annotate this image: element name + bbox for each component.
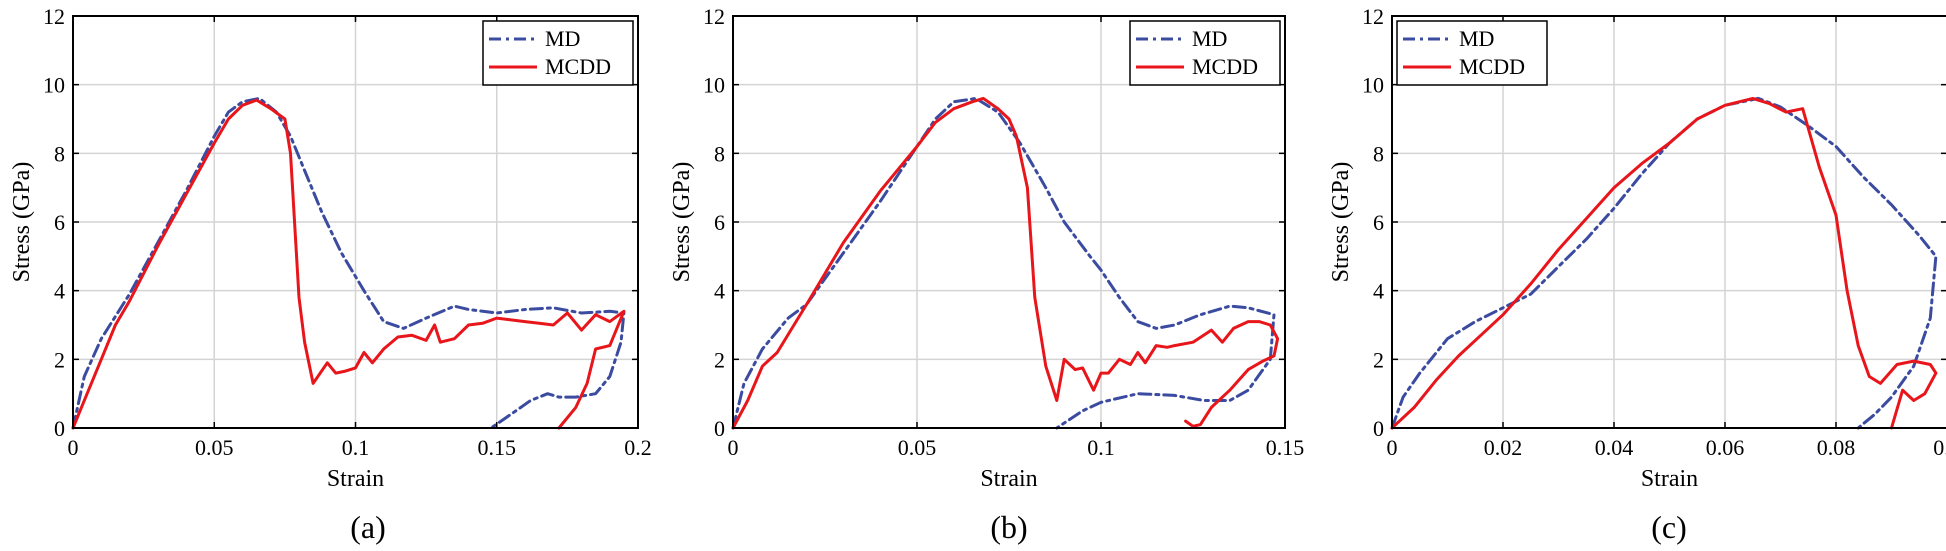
y-tick-label: 12 bbox=[703, 4, 725, 29]
y-tick-label: 10 bbox=[43, 73, 65, 98]
legend-label-mcdd: MCDD bbox=[1192, 54, 1258, 79]
series-line-mcdd bbox=[71, 98, 626, 430]
y-axis-label: Stress (GPa) bbox=[669, 162, 695, 283]
axes-frame bbox=[1391, 15, 1946, 429]
x-tick-label: 0 bbox=[68, 435, 79, 460]
y-axis-label: Stress (GPa) bbox=[1328, 162, 1354, 283]
y-tick-label: 2 bbox=[1373, 347, 1384, 372]
x-tick-label: 0.08 bbox=[1817, 435, 1856, 460]
legend-label-md: MD bbox=[1459, 26, 1494, 51]
y-tick-label: 2 bbox=[54, 347, 65, 372]
x-tick-label: 0.05 bbox=[898, 435, 937, 460]
legend: MD MCDD bbox=[1129, 20, 1281, 86]
legend: MD MCDD bbox=[482, 20, 634, 86]
legend-box bbox=[482, 20, 634, 86]
axes-frame bbox=[732, 15, 1286, 429]
legend-box bbox=[1396, 20, 1548, 86]
y-axis-label: Stress (GPa) bbox=[9, 162, 35, 283]
chart-panel-3: 0 0.02 0.04 0.06 0.08 0.1 0 2 4 6 8 10 12 Strain Stres… bbox=[1328, 4, 1946, 545]
x-tick-label: 0.1 bbox=[342, 435, 370, 460]
legend-label-md: MD bbox=[1192, 26, 1227, 51]
series-line-md bbox=[71, 96, 626, 430]
x-tick-label: 0.15 bbox=[478, 435, 517, 460]
y-tick-label: 8 bbox=[1373, 141, 1384, 166]
legend-label-mcdd: MCDD bbox=[545, 54, 611, 79]
axes-frame bbox=[72, 15, 639, 429]
x-tick-label: 0.1 bbox=[1933, 435, 1946, 460]
x-tick-label: 0.02 bbox=[1484, 435, 1523, 460]
y-tick-label: 6 bbox=[54, 210, 65, 235]
x-tick-label: 0.04 bbox=[1595, 435, 1634, 460]
panel-label: (c) bbox=[1651, 509, 1687, 545]
x-tick-label: 0.2 bbox=[624, 435, 652, 460]
series-line-mcdd bbox=[1390, 96, 1938, 430]
legend-box bbox=[1129, 20, 1281, 86]
y-tick-label: 0 bbox=[1373, 416, 1384, 441]
y-tick-label: 0 bbox=[54, 416, 65, 441]
x-axis-label: Strain bbox=[1641, 466, 1698, 492]
y-tick-label: 6 bbox=[1373, 210, 1384, 235]
y-tick-label: 8 bbox=[714, 141, 725, 166]
y-tick-label: 12 bbox=[43, 4, 65, 29]
y-tick-label: 4 bbox=[54, 279, 65, 304]
y-tick-label: 10 bbox=[703, 73, 725, 98]
x-tick-label: 0 bbox=[728, 435, 739, 460]
x-tick-label: 0.1 bbox=[1087, 435, 1115, 460]
x-tick-label: 0.06 bbox=[1706, 435, 1745, 460]
x-axis-label: Strain bbox=[327, 466, 384, 492]
chart-panel-2: 0 0.05 0.1 0.15 0 2 4 6 8 10 12 Strain Stress (GPa) (… bbox=[669, 4, 1304, 545]
chart-panel-1: 0 0.05 0.1 0.15 0.2 0 2 4 6 8 10 12 Strain Stress (GP… bbox=[9, 4, 652, 545]
legend-label-md: MD bbox=[545, 26, 580, 51]
y-tick-label: 4 bbox=[714, 279, 725, 304]
x-tick-label: 0.05 bbox=[195, 435, 234, 460]
series-line-mcdd bbox=[731, 96, 1280, 430]
y-tick-label: 8 bbox=[54, 141, 65, 166]
y-tick-label: 2 bbox=[714, 347, 725, 372]
legend: MD MCDD bbox=[1396, 20, 1548, 86]
y-tick-label: 12 bbox=[1362, 4, 1384, 29]
y-tick-label: 10 bbox=[1362, 73, 1384, 98]
panel-label: (b) bbox=[990, 509, 1027, 545]
y-tick-label: 6 bbox=[714, 210, 725, 235]
x-tick-label: 0 bbox=[1387, 435, 1398, 460]
x-tick-label: 0.15 bbox=[1266, 435, 1305, 460]
y-tick-label: 4 bbox=[1373, 279, 1384, 304]
panel-label: (a) bbox=[350, 509, 386, 545]
x-axis-label: Strain bbox=[980, 466, 1037, 492]
y-tick-label: 0 bbox=[714, 416, 725, 441]
legend-label-mcdd: MCDD bbox=[1459, 54, 1525, 79]
